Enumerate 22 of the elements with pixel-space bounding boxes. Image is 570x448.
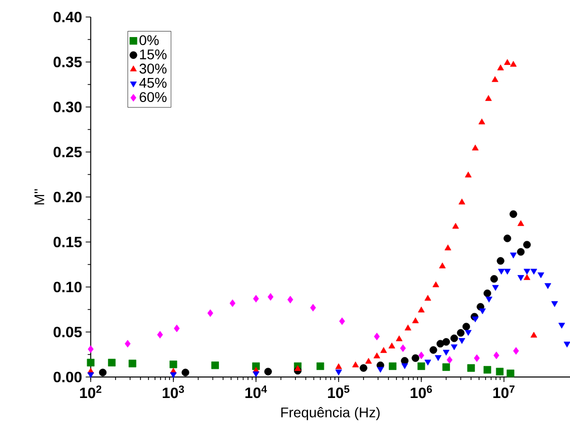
y-axis-title: M'' xyxy=(34,189,44,204)
y-tick-label: 0.20 xyxy=(54,192,82,202)
legend-label: 45% xyxy=(139,78,167,88)
y-tick-label: 0.15 xyxy=(54,236,82,248)
y-tick-label: 0.30 xyxy=(54,102,82,112)
y-tick-label: 0.05 xyxy=(54,326,82,338)
x-tick-label: 10$^{2}$ xyxy=(80,386,102,398)
x-tick-label: 10$^{4}$ xyxy=(245,386,267,398)
legend-label: 15% xyxy=(140,49,167,60)
y-tick-label: 0.40 xyxy=(54,12,82,22)
legend-label: 0% xyxy=(140,35,159,46)
x-tick-label: 10$^{6}$ xyxy=(410,386,432,398)
y-tick-label: 0.00 xyxy=(54,372,82,382)
y-tick-label: 0.10 xyxy=(54,282,82,292)
legend-label: 30% xyxy=(140,64,167,74)
x-tick-label: 10$^{3}$ xyxy=(162,386,184,398)
legend-label: 60% xyxy=(140,92,167,102)
x-tick-label: 10$^{5}$ xyxy=(328,386,350,398)
x-axis-title: Frequência (Hz) xyxy=(281,407,380,420)
y-tick-label: 0.35 xyxy=(54,56,82,68)
y-tick-label: 0.25 xyxy=(54,146,82,158)
x-tick-label: 10$^{7}$ xyxy=(493,386,514,398)
